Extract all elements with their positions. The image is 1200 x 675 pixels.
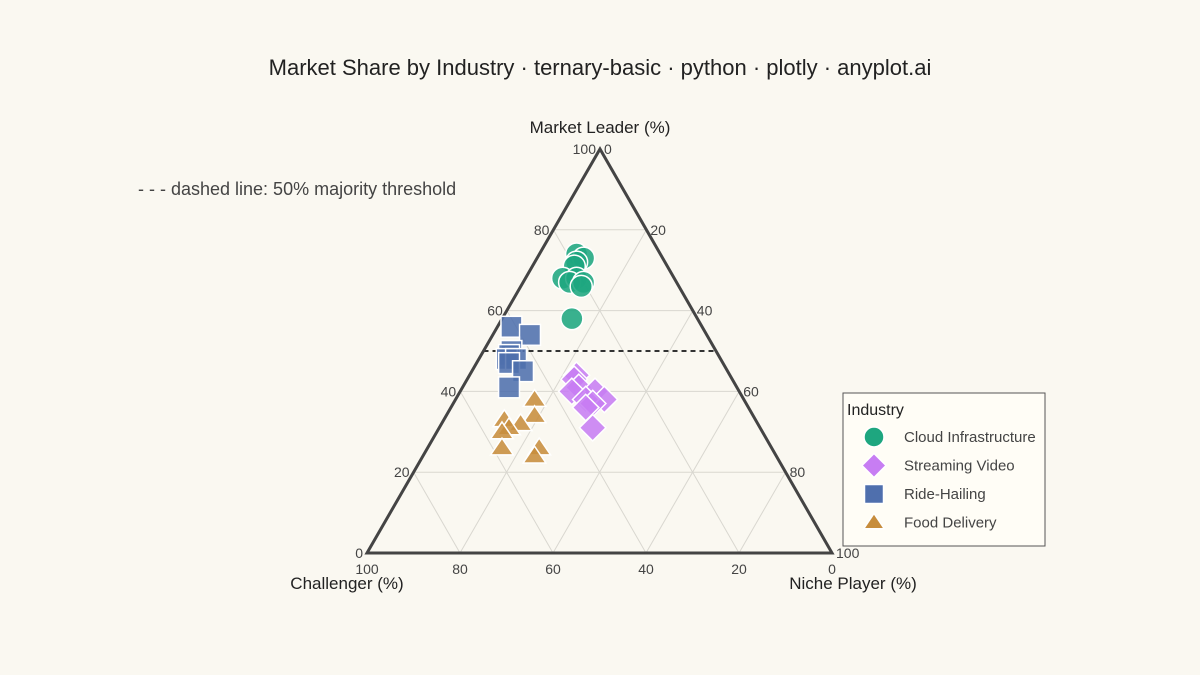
series-cloud-infrastructure xyxy=(550,242,596,331)
legend-label: Streaming Video xyxy=(904,458,1015,475)
chart-title: Market Share by Industry · ternary-basic… xyxy=(269,55,932,80)
tick-label-c-100: 100 xyxy=(836,545,860,561)
legend-label: Ride-Hailing xyxy=(904,486,986,503)
data-point xyxy=(518,323,542,347)
tick-label-b-60: 60 xyxy=(545,561,561,577)
grid-line-c-40 xyxy=(552,310,694,554)
tick-label-a-0: 0 xyxy=(355,545,363,561)
tick-label-b-0: 0 xyxy=(828,561,836,577)
legend-items[interactable]: Cloud Infrastructure Streaming Video Ride-… xyxy=(860,426,1036,532)
data-point xyxy=(497,376,521,399)
tick-label-b-80: 80 xyxy=(452,561,468,577)
tick-label-a-60: 60 xyxy=(487,303,503,319)
legend[interactable]: Industry Cloud Infrastructure Streaming V… xyxy=(842,392,1046,547)
tick-label-c-40: 40 xyxy=(697,303,713,319)
grid-line-c-80 xyxy=(738,471,787,554)
tick-label-a-80: 80 xyxy=(534,222,550,238)
threshold-note: - - - dashed line: 50% majority threshol… xyxy=(138,179,456,199)
data-point xyxy=(489,436,515,456)
series-ride-hailing xyxy=(495,315,542,399)
triangle-frame xyxy=(364,145,835,555)
data-point xyxy=(578,413,607,443)
legend-marker-cloud-infrastructure xyxy=(863,426,885,448)
grid-line-b-40 xyxy=(506,310,647,554)
tick-label-a-40: 40 xyxy=(441,383,457,399)
data-point xyxy=(521,404,548,424)
data-point xyxy=(521,388,548,408)
tick-label-a-100: 100 xyxy=(573,141,597,157)
legend-marker-streaming-video xyxy=(860,452,888,479)
legend-item-food-delivery[interactable]: Food Delivery xyxy=(862,512,997,532)
tick-label-c-60: 60 xyxy=(743,383,759,399)
axis-title-niche-player: Niche Player (%) xyxy=(789,574,917,593)
tick-label-b-40: 40 xyxy=(638,561,654,577)
series-streaming-video xyxy=(557,360,619,443)
axis-title-challenger: Challenger (%) xyxy=(290,574,403,593)
tick-label-b-20: 20 xyxy=(731,561,747,577)
legend-label: Cloud Infrastructure xyxy=(904,429,1036,446)
data-point xyxy=(521,444,548,464)
grid-line-c-60 xyxy=(645,391,740,554)
legend-title: Industry xyxy=(847,402,904,419)
tick-label-c-0: 0 xyxy=(604,141,612,157)
grid-line-b-80 xyxy=(413,471,461,554)
data-point xyxy=(560,306,584,331)
tick-label-a-20: 20 xyxy=(394,464,410,480)
tick-label-b-100: 100 xyxy=(355,561,379,577)
data-point xyxy=(500,315,523,338)
axis-title-market-leader: Market Leader (%) xyxy=(530,118,671,137)
data-point xyxy=(569,274,593,299)
series-food-delivery xyxy=(489,388,552,464)
grid-line-b-60 xyxy=(459,391,554,554)
legend-item-streaming-video[interactable]: Streaming Video xyxy=(860,452,1015,479)
legend-item-ride-hailing[interactable]: Ride-Hailing xyxy=(863,483,986,505)
legend-item-cloud-infrastructure[interactable]: Cloud Infrastructure xyxy=(863,426,1036,448)
data-point xyxy=(557,377,587,406)
legend-marker-ride-hailing xyxy=(863,483,885,505)
data-points xyxy=(489,242,619,464)
tick-label-c-20: 20 xyxy=(650,222,666,238)
legend-label: Food Delivery xyxy=(904,515,997,532)
legend-marker-food-delivery xyxy=(862,512,886,530)
tick-labels: 0 0 0 20 20 20 40 40 40 60 60 60 80 80 80 100 100 100 xyxy=(355,141,859,577)
tick-label-c-80: 80 xyxy=(790,464,806,480)
ternary-frame xyxy=(364,145,835,555)
